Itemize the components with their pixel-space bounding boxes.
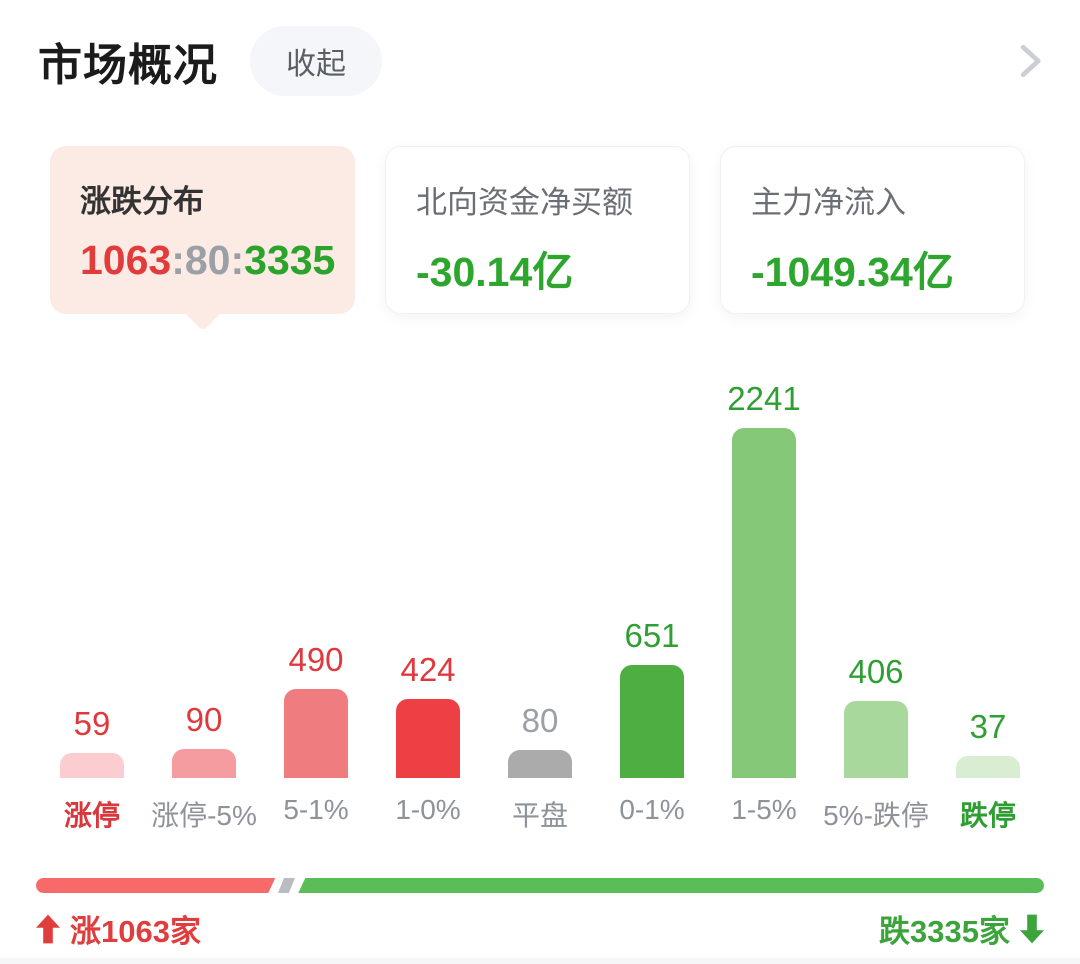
collapse-button[interactable]: 收起	[250, 26, 382, 96]
chart-column: 80	[484, 702, 596, 778]
bar-label: 跌停	[959, 800, 1016, 831]
chart-column: 2241	[708, 380, 820, 778]
chart-column: 37	[932, 708, 1044, 778]
chart-column: 651	[596, 617, 708, 778]
down-count-label: 跌3335家	[879, 906, 1044, 951]
bar-value: 490	[288, 641, 344, 678]
bar-value: 90	[185, 701, 223, 738]
bar-value: 424	[400, 651, 456, 688]
bar-label: 平盘	[511, 800, 568, 831]
down-count: 3335	[244, 237, 336, 283]
bar-value: 59	[73, 705, 111, 742]
main-inflow-value: -1049.34亿	[751, 249, 954, 295]
bar-label: 0-1%	[619, 794, 685, 825]
chart-column: 90	[148, 701, 260, 778]
bar-value: 651	[624, 617, 680, 654]
down-count-text: 跌3335家	[879, 914, 1010, 949]
bar-value: 80	[521, 702, 559, 739]
bar-value: 406	[848, 653, 904, 690]
distribution-bar-labels: 涨停 涨停-5% 5-1% 1-0% 平盘 0-1% 1-5% 5%-跌停 跌停	[0, 794, 1080, 834]
bottom-divider	[0, 958, 1080, 964]
breadth-down-segment	[298, 878, 1044, 893]
market-breadth-bar	[36, 878, 1044, 893]
summary-cards: 涨跌分布 1063:80:3335 北向资金净买额 -30.14亿 主力净流入 …	[0, 146, 1080, 314]
bar-5%-跌停	[844, 701, 908, 778]
bar-平盘	[508, 750, 572, 778]
ratio-separator: :	[171, 237, 185, 283]
bar-跌停	[956, 756, 1020, 778]
up-count-label: 涨1063家	[36, 906, 201, 951]
up-arrow-icon	[36, 914, 60, 944]
bar-label: 5-1%	[283, 794, 349, 825]
chart-column: 490	[260, 641, 372, 778]
updown-ratio: 1063:80:3335	[80, 237, 335, 284]
breadth-counts-row: 涨1063家 跌3335家	[0, 906, 1080, 951]
bar-label: 1-0%	[395, 794, 461, 825]
chart-column: 406	[820, 653, 932, 778]
bar-涨停-5%	[172, 749, 236, 778]
card-title: 北向资金净买额	[416, 185, 633, 220]
bar-value: 37	[969, 708, 1007, 745]
bar-value: 2241	[727, 380, 801, 417]
card-northbound-funds[interactable]: 北向资金净买额 -30.14亿	[385, 146, 690, 314]
bar-label: 5%-跌停	[823, 800, 929, 831]
bar-label: 1-5%	[731, 794, 797, 825]
card-updown-distribution[interactable]: 涨跌分布 1063:80:3335	[50, 146, 355, 314]
card-title: 涨跌分布	[80, 184, 204, 219]
breadth-up-segment	[36, 878, 275, 893]
chart-column: 59	[36, 705, 148, 778]
northbound-value: -30.14亿	[416, 249, 574, 295]
bar-label: 涨停-5%	[151, 800, 257, 831]
flat-count: 80	[184, 237, 231, 283]
down-arrow-icon	[1020, 914, 1044, 944]
bar-0-1%	[620, 665, 684, 778]
up-count-text: 涨1063家	[70, 914, 201, 949]
up-count: 1063	[80, 237, 172, 283]
chevron-right-icon[interactable]	[1010, 37, 1050, 85]
bar-label: 涨停	[63, 800, 120, 831]
bar-涨停	[60, 753, 124, 778]
page-title: 市场概况	[38, 41, 218, 90]
bar-1-0%	[396, 699, 460, 778]
bar-5-1%	[284, 689, 348, 778]
chart-column: 424	[372, 651, 484, 778]
card-main-net-inflow[interactable]: 主力净流入 -1049.34亿	[720, 146, 1025, 314]
header: 市场概况 收起	[0, 0, 1080, 96]
ratio-separator: :	[230, 237, 245, 283]
bar-1-5%	[732, 428, 796, 778]
distribution-bar-chart: 59 90 490 424 80 651 2241 406 37	[0, 372, 1080, 778]
card-title: 主力净流入	[751, 185, 906, 220]
